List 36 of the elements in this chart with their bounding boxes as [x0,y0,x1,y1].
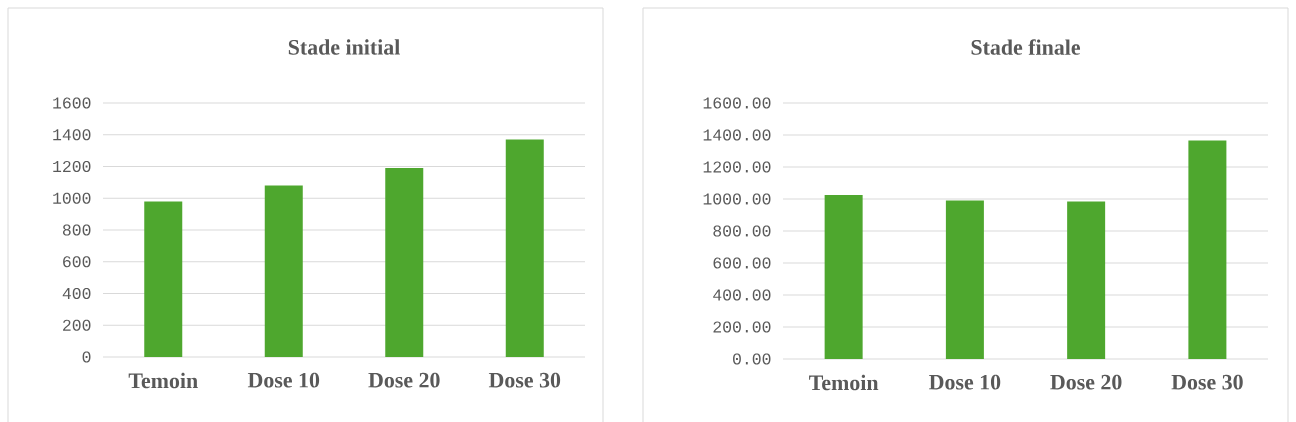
y-tick-label: 200.00 [713,321,771,333]
bar [824,195,863,359]
bar [264,185,303,357]
bar [385,168,424,357]
bar [945,200,984,359]
y-tick-label: 0 [82,351,91,363]
y-tick-label: 400 [62,287,91,300]
y-tick-label: 0.00 [733,353,771,365]
x-tick-label: Dose 20 [1050,374,1122,390]
chart-title: Stade initial [288,39,400,55]
x-tick-label: Temoin [809,374,879,391]
x-tick-label: Dose 10 [247,372,320,388]
y-tick-label: 800 [62,224,91,236]
y-tick-label: 1000 [53,192,91,204]
y-tick-label: 1200 [53,160,91,173]
bar [144,201,183,357]
y-tick-label: 600 [63,256,91,268]
y-tick-label: 200 [63,319,91,331]
y-tick-label: 1000.00 [703,193,771,205]
y-tick-label: 1200.00 [703,161,771,173]
bar [505,139,544,357]
x-tick-label: Dose 10 [929,374,1001,390]
x-tick-label: Dose 20 [368,372,440,388]
chart-title: Stade finale [971,39,1081,55]
y-tick-label: 1400 [53,129,91,141]
y-tick-label: 1400.00 [703,129,771,141]
y-tick-label: 600.00 [713,257,771,269]
y-tick-label: 1600 [53,97,91,109]
y-tick-label: 800.00 [713,225,771,237]
x-tick-label: Dose 30 [1171,374,1243,390]
bar [1067,201,1106,359]
y-tick-label: 1600.00 [703,97,771,109]
y-tick-label: 400.00 [713,289,771,301]
bar [1188,140,1227,359]
x-tick-label: Temoin [128,372,198,389]
x-tick-label: Dose 30 [488,372,561,388]
